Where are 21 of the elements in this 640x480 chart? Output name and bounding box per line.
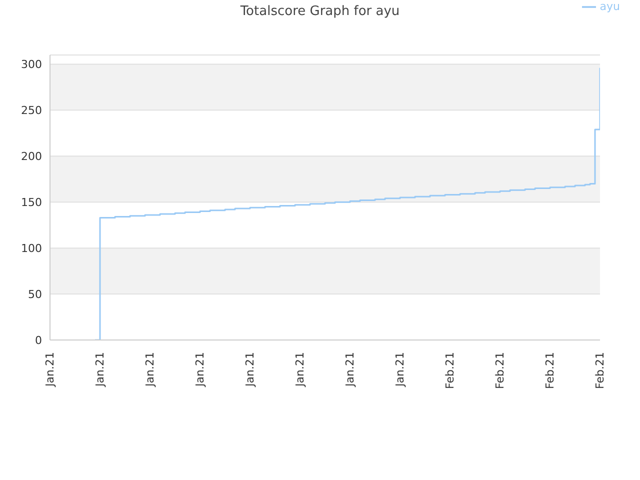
y-tick-label: 100	[21, 242, 42, 255]
x-tick-label: Jan.21	[94, 352, 106, 388]
x-tick-label: Feb.21	[594, 352, 606, 389]
x-tick-label: Jan.21	[194, 352, 206, 388]
x-tick-label: Feb.21	[544, 352, 556, 389]
x-tick-label: Feb.21	[494, 352, 506, 389]
x-tick-label: Jan.21	[394, 352, 406, 388]
y-tick-label: 150	[21, 196, 42, 209]
y-tick-label: 250	[21, 104, 42, 118]
x-tick-label: Feb.21	[444, 352, 456, 389]
y-tick-label: 300	[21, 58, 42, 72]
legend-label: ayu	[600, 0, 620, 14]
x-tick-label: Jan.21	[294, 352, 306, 388]
y-tick-label: 0	[35, 334, 42, 347]
chart-title: Totalscore Graph for ayu	[240, 4, 400, 19]
y-tick-label: 50	[28, 288, 42, 301]
x-tick-label: Jan.21	[44, 352, 56, 388]
y-tick-label: 200	[21, 150, 42, 164]
x-tick-label: Jan.21	[244, 352, 256, 388]
x-tick-label: Jan.21	[344, 352, 356, 388]
x-tick-label: Jan.21	[144, 352, 156, 388]
